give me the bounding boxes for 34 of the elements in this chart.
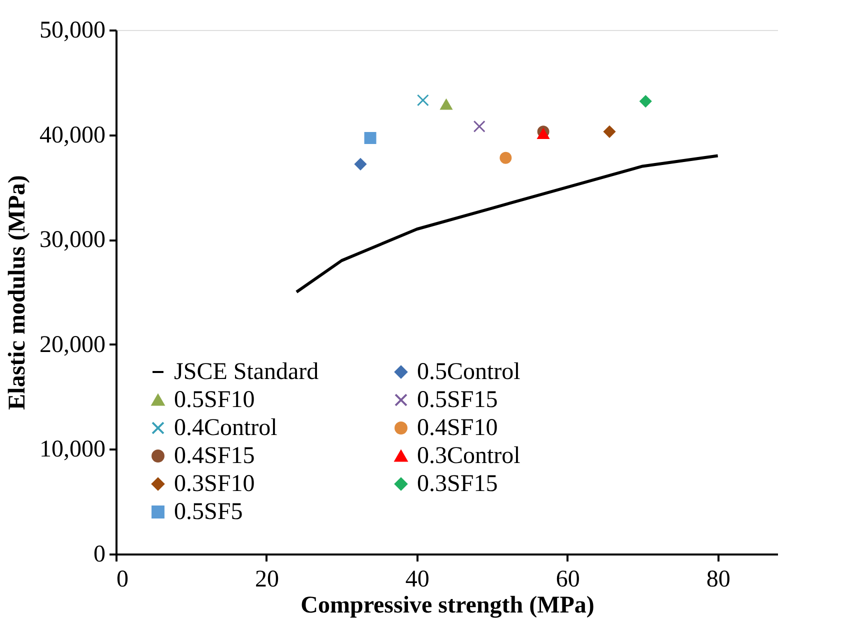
legend-label: 0.5SF5 bbox=[174, 499, 243, 525]
point bbox=[640, 95, 652, 108]
legend-label: JSCE Standard bbox=[174, 359, 319, 385]
point bbox=[500, 152, 512, 164]
point bbox=[473, 120, 486, 132]
x-tick-label: 60 bbox=[556, 566, 580, 592]
legend-label: 0.5Control bbox=[417, 359, 521, 385]
point bbox=[440, 99, 452, 110]
x-tick-label: 20 bbox=[254, 566, 279, 592]
legend-label: 0.3SF10 bbox=[174, 471, 255, 497]
point bbox=[416, 94, 429, 106]
y-tick-label: 30,000 bbox=[40, 227, 106, 254]
x-axis-title: Compressive strength (MPa) bbox=[300, 592, 594, 618]
y-tick-label: 20,000 bbox=[40, 332, 106, 358]
x-tick-label: 40 bbox=[405, 566, 430, 592]
y-tick-label: 40,000 bbox=[40, 122, 106, 148]
legend-label: 0.4SF10 bbox=[417, 415, 498, 441]
legend-label: 0.3SF15 bbox=[417, 471, 498, 497]
x-tick-label: 80 bbox=[706, 566, 730, 592]
y-tick-label: 0 bbox=[94, 542, 106, 568]
legend-label: 0.4SF15 bbox=[174, 443, 255, 469]
point bbox=[354, 158, 366, 170]
legend-label: 0.3Control bbox=[417, 443, 521, 469]
y-tick-label: 10,000 bbox=[40, 436, 106, 463]
y-axis-title: Elastic modulus (MPa) bbox=[4, 175, 30, 410]
y-tick-label: 50,000 bbox=[40, 18, 106, 44]
point bbox=[603, 126, 616, 138]
legend-label: 0.5SF10 bbox=[174, 387, 255, 413]
legend-label: 0.4Control bbox=[174, 415, 278, 441]
line-series bbox=[295, 154, 720, 294]
point bbox=[364, 132, 376, 144]
legend-label: 0.5SF15 bbox=[417, 387, 498, 413]
point bbox=[537, 128, 550, 140]
x-tick-label: 0 bbox=[116, 566, 128, 592]
